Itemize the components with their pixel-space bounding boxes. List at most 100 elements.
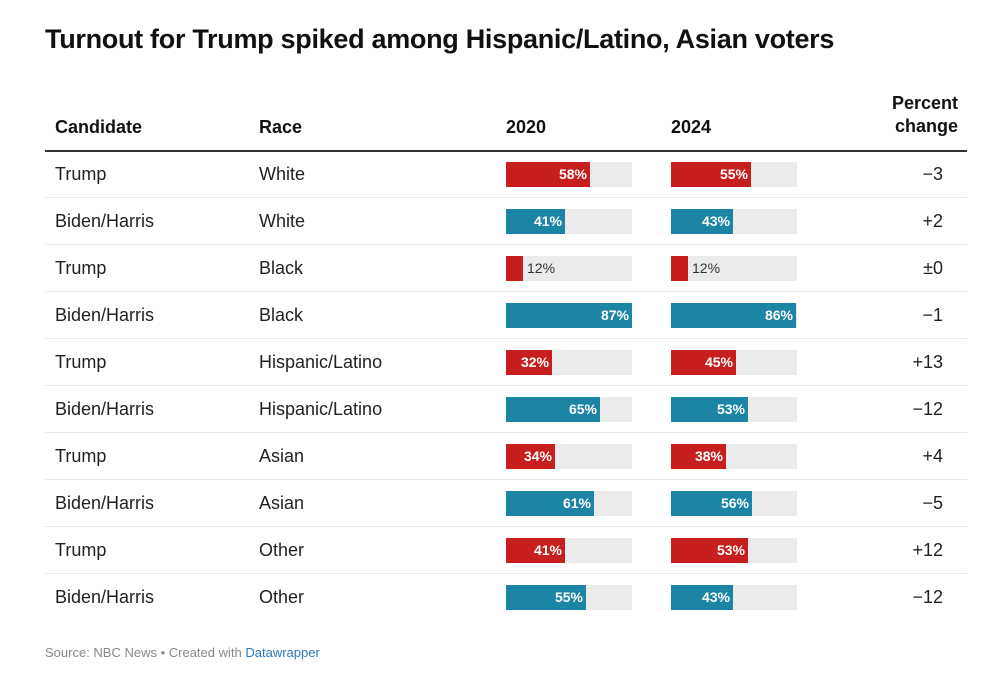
cell-candidate: Biden/Harris [55, 305, 155, 325]
bar-label-2020: 55% [554, 589, 583, 605]
bar-label-2024: 38% [694, 448, 723, 464]
bar-track-2024: 12% [671, 256, 797, 281]
bar-track-2024: 56% [671, 491, 797, 516]
cell-percent-change: −5 [922, 493, 943, 513]
bar-track-2020: 34% [506, 444, 632, 469]
header-2024[interactable]: 2024 [671, 117, 712, 137]
cell-race: Other [259, 587, 305, 607]
bar-2020 [506, 538, 565, 563]
bar-2024 [671, 538, 748, 563]
table-row: Biden/Harris Hispanic/Latino 65% 53% −12 [45, 386, 967, 433]
cell-race: Asian [259, 493, 305, 513]
bar-2020 [506, 303, 632, 328]
bar-track-2020: 41% [506, 538, 632, 563]
header-percent-line1: Percent [891, 93, 958, 113]
bar-label-2020: 41% [533, 542, 562, 558]
cell-race: Hispanic/Latino [259, 352, 383, 372]
source-footer: Source: NBC News • Created with Datawrap… [45, 645, 320, 660]
bar-track-2020: 87% [506, 303, 632, 328]
bar-2020 [506, 491, 594, 516]
chart-title: Turnout for Trump spiked among Hispanic/… [45, 24, 835, 54]
bar-label-2024: 45% [704, 354, 733, 370]
bar-label-2020: 87% [600, 307, 629, 323]
cell-percent-change: +4 [922, 446, 943, 466]
header-percent-line2: change [894, 116, 958, 136]
bar-track-2020: 41% [506, 209, 632, 234]
bar-label-2024: 43% [701, 213, 730, 229]
bar-track-2020: 55% [506, 585, 632, 610]
bar-track-2020: 61% [506, 491, 632, 516]
cell-percent-change: +2 [922, 211, 943, 231]
table-row: Trump Other 41% 53% +12 [45, 527, 967, 574]
cell-candidate: Trump [55, 164, 107, 184]
bar-label-2020: 41% [533, 213, 562, 229]
cell-candidate: Trump [55, 352, 107, 372]
header-percent-change[interactable]: Percent change [892, 92, 958, 138]
cell-candidate: Trump [55, 446, 107, 466]
bar-2024 [671, 397, 748, 422]
cell-percent-change: +12 [912, 540, 943, 560]
bar-track-2024: 53% [671, 538, 797, 563]
bar-label-2024: 86% [764, 307, 793, 323]
source-text: Source: NBC News • Created with [45, 645, 246, 660]
cell-race: White [259, 211, 306, 231]
bar-2024 [671, 256, 688, 281]
bar-label-2020: 58% [558, 166, 587, 182]
bar-track-2024: 43% [671, 585, 797, 610]
table-row: Biden/Harris Asian 61% 56% −5 [45, 480, 967, 527]
bar-2020 [506, 585, 586, 610]
bar-2024 [671, 585, 733, 610]
bar-2024 [671, 444, 726, 469]
bar-2024 [671, 209, 733, 234]
bar-label-2020: 12% [527, 260, 556, 276]
bar-track-2024: 55% [671, 162, 797, 187]
cell-percent-change: −12 [912, 399, 943, 419]
bar-label-2020: 65% [568, 401, 597, 417]
bar-2024 [671, 350, 736, 375]
table-row: Biden/Harris Other 55% 43% −12 [45, 574, 967, 620]
table-row: Trump Black 12% 12% ±0 [45, 245, 967, 292]
cell-candidate: Biden/Harris [55, 211, 155, 231]
bar-2020 [506, 444, 555, 469]
cell-race: Black [259, 258, 304, 278]
cell-race: Other [259, 540, 305, 560]
bar-2020 [506, 397, 600, 422]
table-header: Candidate Race 2020 2024 Percent change [45, 88, 967, 152]
header-2020[interactable]: 2020 [506, 117, 547, 137]
table-row: Biden/Harris White 41% 43% +2 [45, 198, 967, 245]
bar-track-2024: 38% [671, 444, 797, 469]
bar-track-2020: 65% [506, 397, 632, 422]
bar-label-2024: 53% [716, 401, 745, 417]
header-race[interactable]: Race [259, 117, 303, 137]
bar-2024 [671, 491, 752, 516]
table-row: Trump Asian 34% 38% +4 [45, 433, 967, 480]
cell-candidate: Biden/Harris [55, 399, 155, 419]
bar-label-2024: 43% [701, 589, 730, 605]
bar-track-2024: 53% [671, 397, 797, 422]
table-row: Biden/Harris Black 87% 86% −1 [45, 292, 967, 339]
cell-percent-change: +13 [912, 352, 943, 372]
bar-track-2020: 32% [506, 350, 632, 375]
bar-track-2024: 86% [671, 303, 797, 328]
datawrapper-link[interactable]: Datawrapper [245, 645, 320, 660]
cell-candidate: Biden/Harris [55, 493, 155, 513]
cell-race: White [259, 164, 306, 184]
bar-track-2020: 58% [506, 162, 632, 187]
bar-2020 [506, 209, 565, 234]
cell-race: Asian [259, 446, 305, 466]
bar-2020 [506, 256, 523, 281]
cell-candidate: Trump [55, 540, 107, 560]
bar-track-2020: 12% [506, 256, 632, 281]
bar-label-2024: 55% [719, 166, 748, 182]
bar-track-2024: 43% [671, 209, 797, 234]
bar-label-2024: 56% [720, 495, 749, 511]
cell-percent-change: −3 [922, 164, 943, 184]
bar-2024 [671, 303, 796, 328]
header-candidate[interactable]: Candidate [55, 117, 143, 137]
cell-percent-change: −12 [912, 587, 943, 607]
bar-2020 [506, 350, 552, 375]
bar-track-2024: 45% [671, 350, 797, 375]
bar-2024 [671, 162, 751, 187]
table-body: Trump White 58% 55% −3 Biden/Harris White 41% 43… [45, 151, 967, 620]
bar-label-2024: 53% [716, 542, 745, 558]
